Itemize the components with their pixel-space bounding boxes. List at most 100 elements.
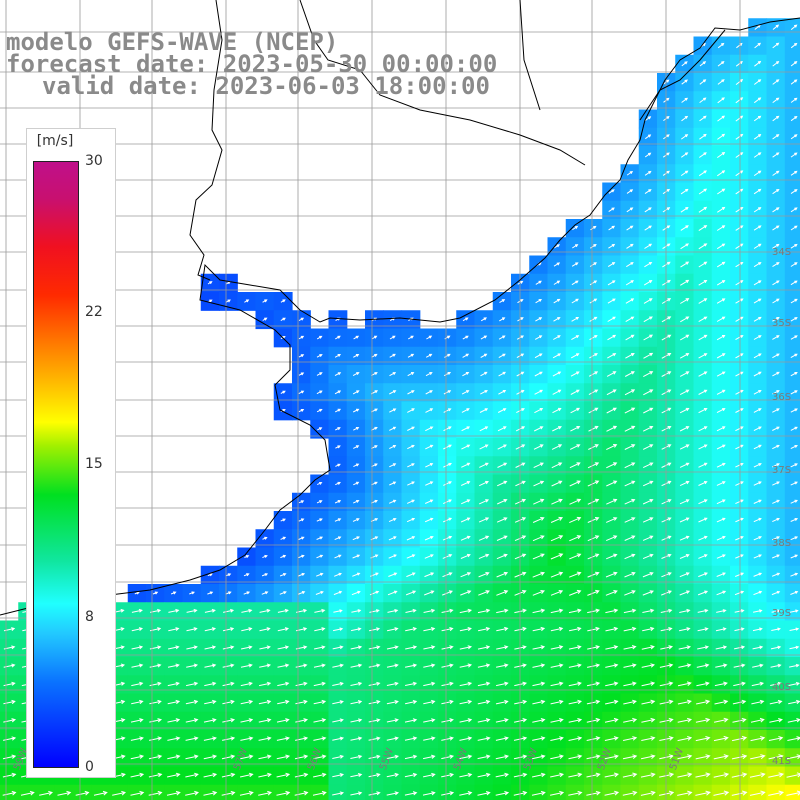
wind-arrow (677, 790, 693, 796)
wind-arrow (605, 608, 619, 614)
wind-arrow (734, 609, 745, 613)
wind-arrow (532, 553, 545, 560)
wind-arrow (717, 206, 726, 213)
wind-arrow (735, 243, 744, 250)
wind-arrow (788, 681, 800, 686)
wind-arrow (696, 663, 710, 668)
wind-arrow (754, 60, 762, 67)
wind-arrow (733, 663, 746, 668)
wind-arrow (641, 736, 656, 741)
wind-arrow (571, 280, 579, 286)
wind-arrow (716, 261, 726, 268)
wind-arrow (442, 499, 452, 505)
wind-arrow (678, 627, 691, 632)
wind-arrow (735, 572, 745, 577)
wind-arrow (716, 371, 726, 377)
wind-arrow (533, 426, 544, 432)
wind-arrow (716, 280, 726, 286)
wind-arrow (444, 335, 451, 340)
wind-arrow (716, 444, 726, 450)
wind-arrow (241, 608, 253, 613)
wind-arrow (388, 572, 398, 577)
wind-arrow (604, 754, 619, 760)
wind-arrow (732, 717, 747, 723)
wind-arrow (716, 298, 726, 304)
wind-cell (602, 784, 622, 800)
wind-arrow (496, 499, 508, 505)
wind-arrow (425, 408, 434, 413)
wind-arrow (589, 353, 598, 359)
wind-arrow (459, 681, 473, 687)
latitude-label: 37S (772, 465, 792, 476)
wind-arrow (388, 536, 397, 541)
wind-arrow (553, 262, 561, 267)
wind-arrow (772, 189, 780, 195)
wind-arrow (258, 681, 272, 687)
wind-arrow (698, 389, 708, 395)
wind-arrow (239, 790, 254, 796)
wind-arrow (2, 754, 17, 760)
wind-arrow (752, 627, 763, 632)
latitude-label: 36S (772, 392, 792, 403)
wind-arrow (313, 663, 326, 668)
wind-arrow (717, 152, 726, 159)
wind-arrow (203, 754, 218, 760)
wind-arrow (353, 481, 360, 486)
wind-arrow (587, 517, 600, 523)
wind-arrow (550, 663, 564, 668)
latitude-label: 40S (772, 682, 792, 693)
wind-arrow (698, 279, 708, 286)
wind-arrow (716, 408, 726, 414)
wind-arrow (698, 554, 708, 559)
colorbar-tick-30: 30 (85, 153, 103, 169)
wind-arrow (259, 645, 271, 650)
wind-arrow (606, 480, 618, 487)
wind-arrow (405, 645, 418, 650)
wind-arrow (480, 335, 488, 340)
wind-arrow (406, 499, 415, 504)
wind-arrow (258, 718, 272, 723)
wind-arrow (280, 390, 286, 394)
wind-arrow (552, 426, 562, 432)
wind-arrow (240, 645, 253, 650)
wind-arrow (350, 663, 363, 668)
wind-arrow (768, 772, 785, 778)
wind-arrow (298, 372, 305, 376)
wind-arrow (624, 498, 636, 505)
wind-arrow (606, 425, 618, 432)
wind-cell (784, 182, 800, 202)
wind-cell (784, 18, 800, 38)
wind-arrow (496, 553, 508, 560)
wind-arrow (732, 699, 747, 705)
wind-arrow (496, 645, 509, 650)
wind-arrow (222, 645, 235, 650)
wind-arrow (790, 408, 798, 413)
wind-arrow (131, 681, 144, 687)
wind-arrow (753, 517, 762, 523)
wind-arrow (587, 645, 601, 650)
wind-arrow (3, 681, 16, 687)
wind-arrow (750, 736, 766, 742)
wind-arrow (533, 498, 545, 505)
wind-arrow (478, 535, 490, 541)
wind-arrow (735, 353, 744, 359)
wind-arrow (332, 627, 344, 632)
wind-arrow (679, 389, 690, 396)
wind-arrow (642, 480, 654, 487)
wind-cell (346, 784, 366, 800)
wind-arrow (605, 626, 619, 632)
wind-arrow (186, 627, 198, 632)
wind-arrow (335, 463, 341, 467)
wind-arrow (716, 225, 726, 231)
wind-cell (748, 784, 768, 800)
wind-arrow (423, 627, 436, 632)
wind-arrow (753, 207, 762, 213)
wind-arrow (550, 699, 564, 705)
wind-arrow (170, 591, 177, 595)
wind-arrow (334, 500, 342, 504)
wind-arrow (316, 408, 323, 413)
wind-cell (784, 255, 800, 275)
wind-arrow (681, 134, 689, 140)
wind-arrow (262, 317, 268, 321)
wind-arrow (207, 281, 213, 285)
